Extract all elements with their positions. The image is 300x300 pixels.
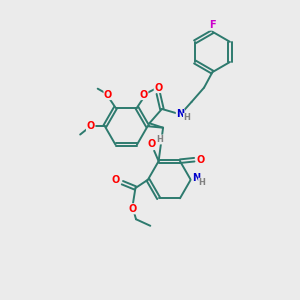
Text: O: O <box>197 155 205 165</box>
Text: O: O <box>154 82 162 93</box>
Text: H: H <box>183 113 190 122</box>
Text: O: O <box>86 121 95 131</box>
Text: O: O <box>148 139 156 149</box>
Text: O: O <box>104 90 112 100</box>
Text: N: N <box>176 109 184 119</box>
Text: H: H <box>199 178 206 187</box>
Text: O: O <box>112 175 120 185</box>
Text: O: O <box>140 90 148 100</box>
Text: H: H <box>157 135 164 144</box>
Text: F: F <box>209 20 216 30</box>
Text: O: O <box>129 204 137 214</box>
Text: N: N <box>192 173 200 183</box>
